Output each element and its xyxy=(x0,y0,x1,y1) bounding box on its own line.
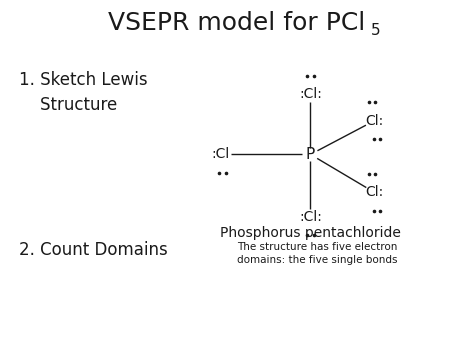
Text: VSEPR model for PCl: VSEPR model for PCl xyxy=(109,11,365,35)
Text: P: P xyxy=(306,147,315,162)
Text: Cl:: Cl: xyxy=(365,185,383,200)
Text: Phosphorus pentachloride: Phosphorus pentachloride xyxy=(220,225,401,240)
Text: The structure has five electron
domains: the five single bonds: The structure has five electron domains:… xyxy=(237,242,398,266)
Text: :Cl: :Cl xyxy=(211,147,229,162)
Text: Structure: Structure xyxy=(19,96,117,114)
Text: 2. Count Domains: 2. Count Domains xyxy=(19,241,168,259)
Text: 1. Sketch Lewis: 1. Sketch Lewis xyxy=(19,71,147,89)
Text: 5: 5 xyxy=(371,23,380,38)
Text: Cl:: Cl: xyxy=(365,114,383,128)
Text: :Cl:: :Cl: xyxy=(299,87,322,101)
Text: :Cl:: :Cl: xyxy=(299,209,322,224)
